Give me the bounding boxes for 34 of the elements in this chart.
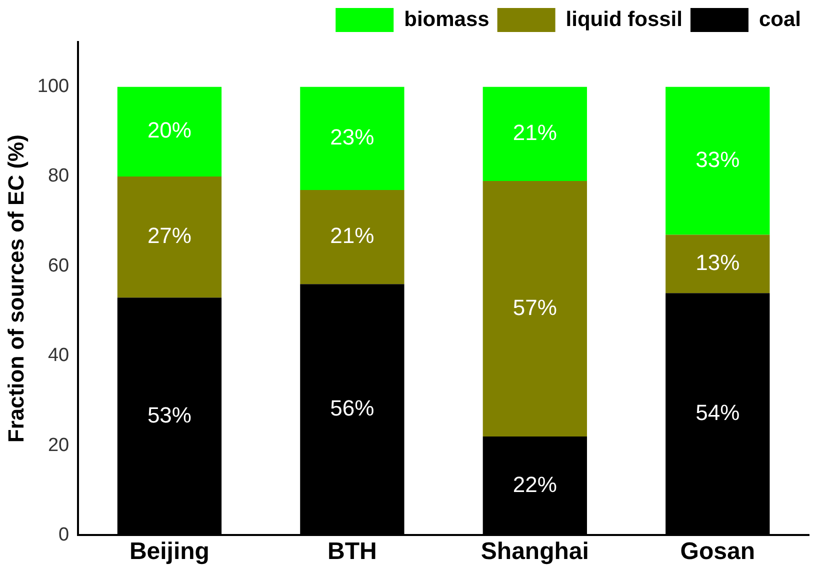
data-label: 21% bbox=[330, 223, 374, 248]
bar bbox=[666, 234, 770, 294]
x-tick-label: BTH bbox=[328, 538, 377, 566]
legend-label: biomass bbox=[404, 8, 490, 31]
data-label: 13% bbox=[696, 250, 740, 276]
y-tick-label: 100 bbox=[37, 76, 70, 98]
data-label: 53% bbox=[147, 402, 192, 428]
bar bbox=[666, 86, 770, 235]
data-label: 20% bbox=[147, 118, 192, 143]
x-tick-label: Gosan bbox=[680, 538, 755, 566]
bar bbox=[300, 86, 404, 190]
data-label: 56% bbox=[330, 396, 374, 421]
bar bbox=[300, 190, 404, 284]
data-label: 23% bbox=[330, 124, 374, 150]
y-axis-title: Fraction of sources of EC (%) bbox=[3, 134, 28, 443]
legend-label: liquid fossil bbox=[566, 8, 682, 31]
data-label: 57% bbox=[512, 294, 557, 320]
y-tick-label: 0 bbox=[58, 524, 70, 546]
y-tick-label: 20 bbox=[48, 434, 70, 456]
bar bbox=[117, 176, 222, 298]
data-label: 22% bbox=[512, 472, 557, 497]
bar bbox=[117, 86, 222, 177]
data-label: 54% bbox=[696, 400, 740, 426]
bar bbox=[482, 86, 587, 181]
legend-label: coal bbox=[758, 8, 802, 31]
data-label: 21% bbox=[512, 120, 557, 145]
bar bbox=[482, 180, 587, 437]
data-label: 33% bbox=[696, 146, 740, 172]
x-tick-label: Shanghai bbox=[480, 538, 589, 566]
x-tick-label: Beijing bbox=[129, 538, 210, 566]
data-label: 27% bbox=[147, 223, 192, 248]
y-tick-label: 40 bbox=[48, 345, 70, 366]
y-tick-label: 80 bbox=[48, 166, 70, 187]
y-tick-label: 60 bbox=[48, 255, 70, 276]
